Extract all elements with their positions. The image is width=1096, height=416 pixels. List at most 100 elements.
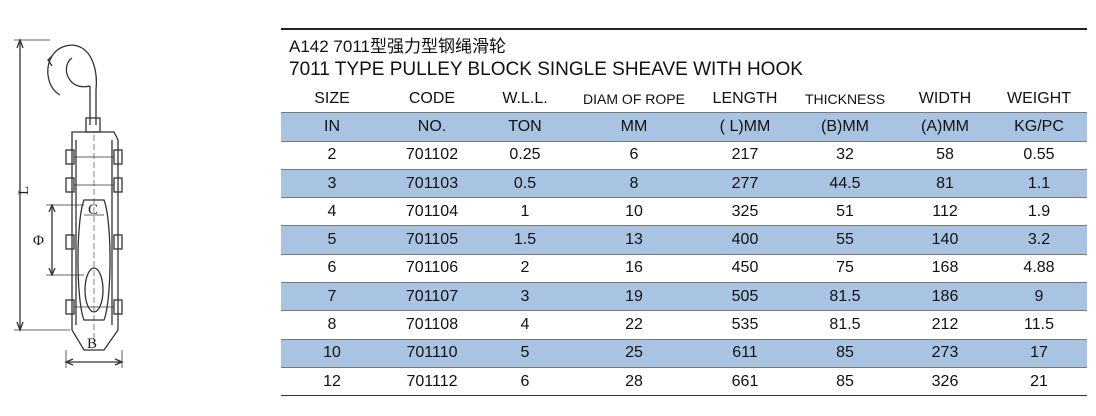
unit-cell: IN — [281, 112, 383, 142]
table-cell: 701108 — [383, 310, 481, 340]
product-title-cn: A142 7011型强力型钢绳滑轮 — [289, 37, 506, 56]
table-cell: 19 — [569, 282, 699, 312]
table-cell: 1.9 — [991, 197, 1087, 227]
table-cell: 0.5 — [481, 169, 569, 199]
table-cell: 5 — [281, 225, 383, 255]
table-cell: 400 — [699, 225, 791, 255]
table-row: 3 701103 0.5 8 277 44.5 81 1.1 — [281, 169, 1087, 199]
table-cell: 168 — [899, 254, 991, 284]
thickness-label: B — [87, 336, 97, 352]
table-cell: 273 — [899, 339, 991, 368]
table-cell: 16 — [569, 254, 699, 284]
table-cell: 326 — [899, 367, 991, 397]
unit-cell: TON — [481, 112, 569, 142]
table-row: 12 701112 6 28 661 85 326 21 — [281, 367, 1087, 397]
unit-cell: KG/PC — [991, 112, 1087, 142]
table-cell: 55 — [791, 225, 899, 255]
unit-cell: ( L)MM — [699, 112, 791, 142]
table-cell: 277 — [699, 169, 791, 199]
header-cell: SIZE — [281, 85, 383, 114]
unit-cell: NO. — [383, 112, 481, 142]
table-cell: 325 — [699, 197, 791, 227]
product-title-en: 7011 TYPE PULLEY BLOCK SINGLE SHEAVE WIT… — [289, 59, 803, 80]
spec-sheet: A142 7011型强力型钢绳滑轮 7011 TYPE PULLEY BLOCK… — [281, 28, 1087, 397]
table-cell: 85 — [791, 367, 899, 397]
table-cell: 186 — [899, 282, 991, 312]
table-cell: 32 — [791, 141, 899, 170]
table-cell: 701110 — [383, 339, 481, 368]
table-row: 8 701108 4 22 535 81.5 212 11.5 — [281, 310, 1087, 340]
table-cell: 661 — [699, 367, 791, 397]
table-cell: 10 — [281, 339, 383, 368]
table-cell: 4 — [281, 197, 383, 227]
table-cell: 6 — [569, 141, 699, 170]
table-cell: 1.1 — [991, 169, 1087, 199]
table-row: 7 701107 3 19 505 81.5 186 9 — [281, 282, 1087, 312]
length-label: L — [16, 186, 32, 195]
table-cell: 7 — [281, 282, 383, 312]
header-cell: LENGTH — [699, 85, 791, 114]
table-cell: 505 — [699, 282, 791, 312]
header-cell: W.L.L. — [481, 85, 569, 114]
table-cell: 8 — [569, 169, 699, 199]
table-cell: 81 — [899, 169, 991, 199]
spec-table: SIZE CODE W.L.L. DIAM OF ROPE LENGTH THI… — [281, 85, 1087, 397]
table-cell: 5 — [481, 339, 569, 368]
table-cell: 450 — [699, 254, 791, 284]
width-label: C — [88, 202, 98, 218]
header-cell: THICKNESS — [791, 85, 899, 114]
table-cell: 13 — [569, 225, 699, 255]
table-cell: 1.5 — [481, 225, 569, 255]
table-cell: 701104 — [383, 197, 481, 227]
table-cell: 12 — [281, 367, 383, 397]
table-cell: 701106 — [383, 254, 481, 284]
pulley-block-drawing: L Φ C B — [14, 38, 124, 368]
table-cell: 217 — [699, 141, 791, 170]
table-cell: 58 — [899, 141, 991, 170]
table-cell: 3 — [281, 169, 383, 199]
header-cell: WEIGHT — [991, 85, 1087, 114]
table-cell: 1 — [481, 197, 569, 227]
unit-cell: (B)MM — [791, 112, 899, 142]
table-cell: 4 — [481, 310, 569, 340]
unit-cell: (A)MM — [899, 112, 991, 142]
table-row: 5 701105 1.5 13 400 55 140 3.2 — [281, 225, 1087, 255]
table-cell: 0.25 — [481, 141, 569, 170]
table-cell: 701102 — [383, 141, 481, 170]
table-cell: 21 — [991, 367, 1087, 397]
top-rule — [281, 28, 1087, 30]
header-row: SIZE CODE W.L.L. DIAM OF ROPE LENGTH THI… — [281, 85, 1087, 114]
header-cell: DIAM OF ROPE — [569, 85, 699, 114]
table-cell: 28 — [569, 367, 699, 397]
table-cell: 6 — [481, 367, 569, 397]
table-cell: 701112 — [383, 367, 481, 397]
table-cell: 3 — [481, 282, 569, 312]
table-cell: 3.2 — [991, 225, 1087, 255]
table-row: 6 701106 2 16 450 75 168 4.88 — [281, 254, 1087, 284]
table-cell: 81.5 — [791, 282, 899, 312]
table-cell: 535 — [699, 310, 791, 340]
table-cell: 212 — [899, 310, 991, 340]
table-cell: 25 — [569, 339, 699, 368]
table-row: 4 701104 1 10 325 51 112 1.9 — [281, 197, 1087, 227]
table-cell: 75 — [791, 254, 899, 284]
table-cell: 112 — [899, 197, 991, 227]
table-cell: 701105 — [383, 225, 481, 255]
table-cell: 140 — [899, 225, 991, 255]
header-cell: CODE — [383, 85, 481, 114]
table-cell: 2 — [281, 141, 383, 170]
table-row: 2 701102 0.25 6 217 32 58 0.55 — [281, 141, 1087, 170]
table-cell: 2 — [481, 254, 569, 284]
table-cell: 9 — [991, 282, 1087, 312]
table-cell: 0.55 — [991, 141, 1087, 170]
table-cell: 611 — [699, 339, 791, 368]
table-cell: 51 — [791, 197, 899, 227]
table-cell: 17 — [991, 339, 1087, 368]
table-cell: 6 — [281, 254, 383, 284]
units-row: IN NO. TON MM ( L)MM (B)MM (A)MM KG/PC — [281, 112, 1087, 142]
table-cell: 4.88 — [991, 254, 1087, 284]
table-cell: 8 — [281, 310, 383, 340]
table-cell: 10 — [569, 197, 699, 227]
table-cell: 44.5 — [791, 169, 899, 199]
table-cell: 11.5 — [991, 310, 1087, 340]
